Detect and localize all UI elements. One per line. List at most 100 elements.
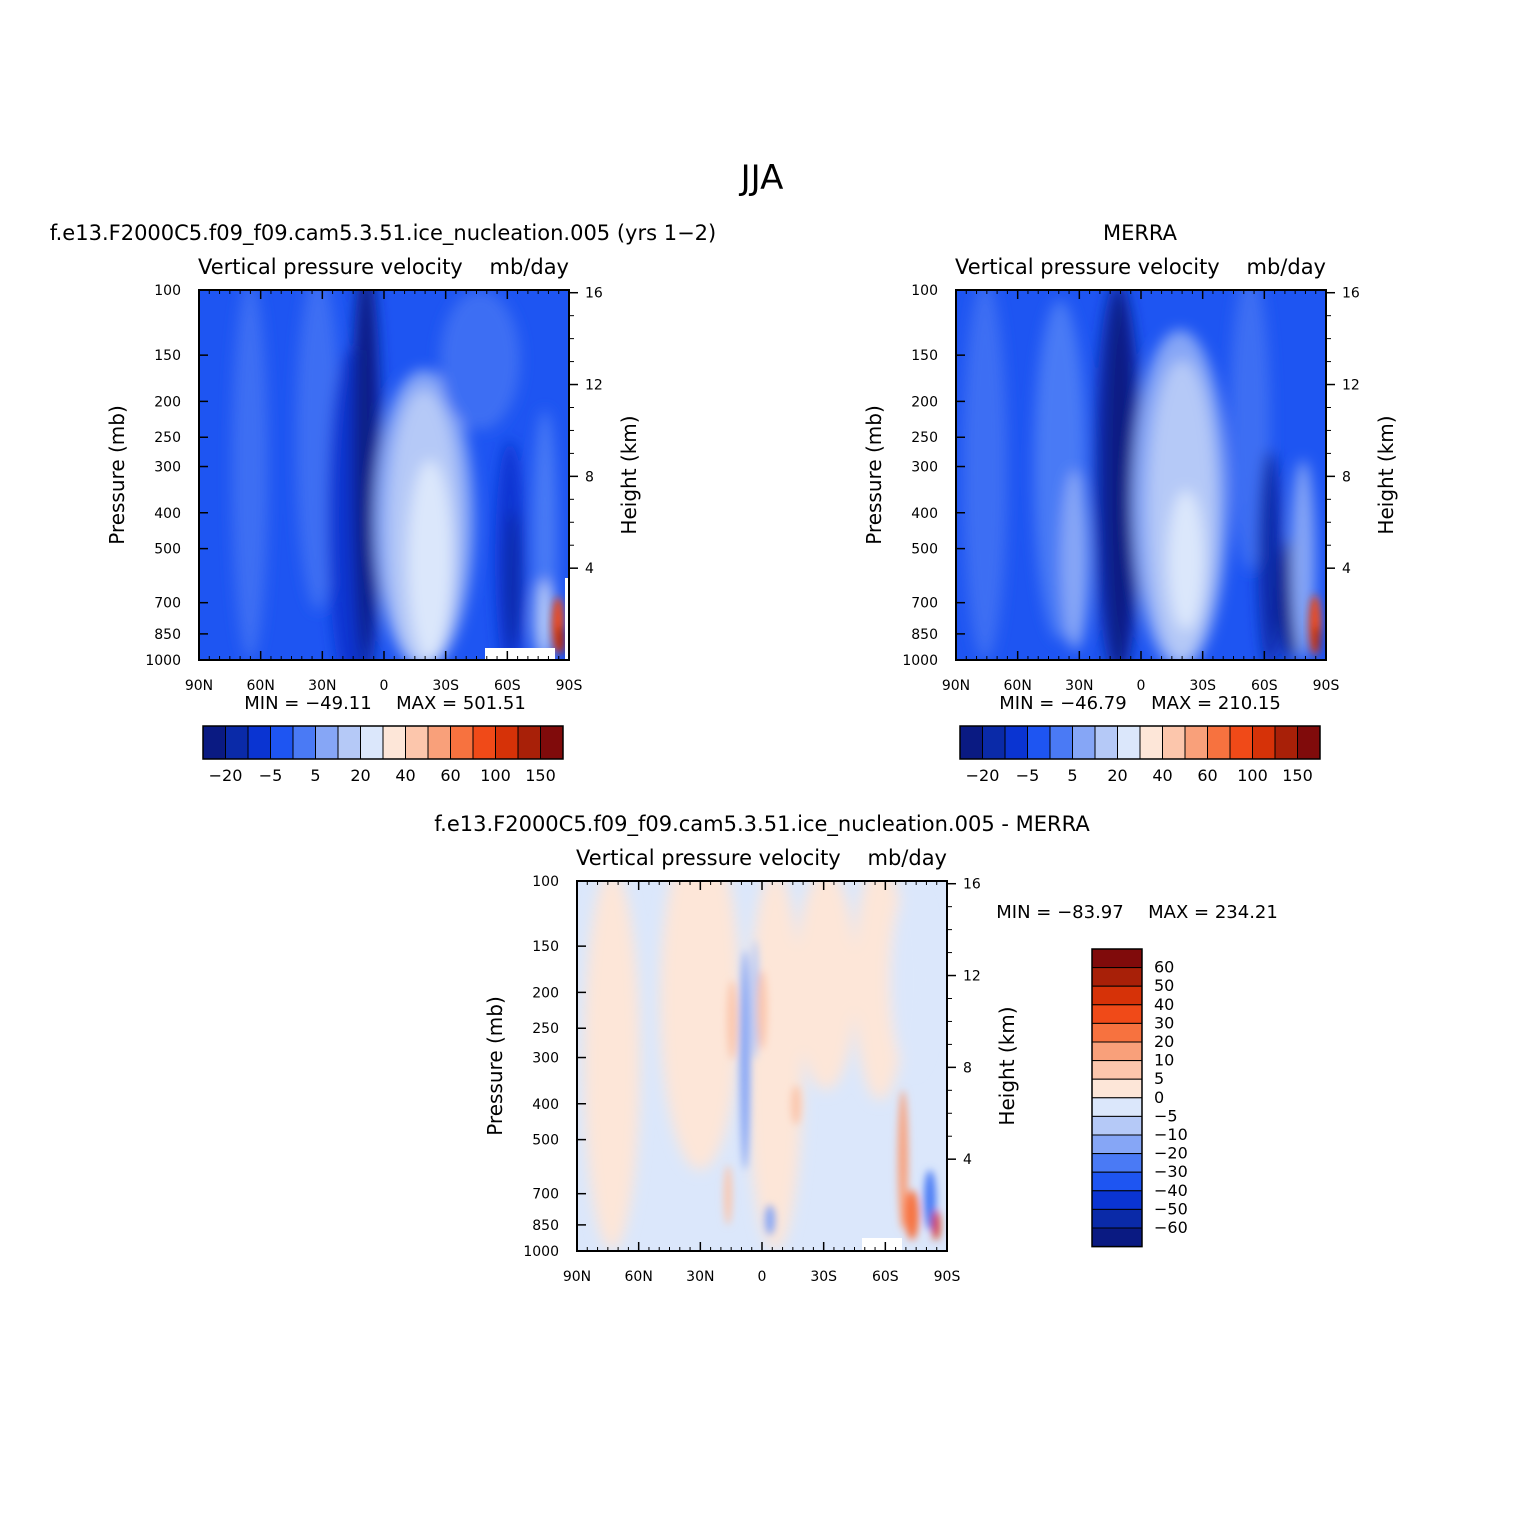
y-tick-label: 200 [532,985,559,1001]
colorbar-label: 20 [1154,1032,1174,1051]
colorbar-swatch [202,725,226,760]
colorbar-label: −5 [1016,766,1040,785]
x-tick-label: 0 [380,678,389,694]
colorbar-swatch [1297,725,1321,760]
field-missing-mask [485,648,555,660]
panel-merra-title: MERRA [1103,221,1178,245]
y-right-tick-label: 4 [1342,561,1351,577]
y-tick-label: 200 [154,394,181,410]
colorbar-swatch [1004,725,1028,760]
field-features [963,290,1315,660]
colorbar-swatch [1139,725,1163,760]
y-right-tick-label: 12 [1342,378,1360,394]
colorbar-swatch [1162,725,1186,760]
colorbar-swatch [1027,725,1051,760]
x-tick-label: 90S [556,678,583,694]
x-tick-label: 90N [563,1269,591,1285]
y-tick-label: 500 [154,542,181,558]
colorbar-swatch [405,725,429,760]
colorbar-label: −5 [259,766,283,785]
colorbar-swatch [1091,1041,1143,1062]
y-right-tick-label: 16 [1342,286,1360,302]
y-tick-label: 850 [911,627,938,643]
colorbar-swatch [1091,1171,1143,1192]
y-right-tick-label: 16 [585,286,603,302]
y-tick-label: 700 [911,596,938,612]
panel-diff-title: f.e13.F2000C5.f09_f09.cam5.3.51.ice_nucl… [434,812,1090,837]
panel-merra: MERRA Vertical pressure velocity mb/day [862,221,1398,785]
colorbar-label: 50 [1154,976,1174,995]
colorbar-label: −60 [1154,1218,1188,1237]
panel-diff-variable: Vertical pressure velocity [576,846,841,870]
colorbar-swatch [450,725,474,760]
colorbar-label: −30 [1154,1162,1188,1181]
colorbar-swatch [1252,725,1276,760]
colorbar-label: 60 [440,766,460,785]
colorbar-label: 20 [350,766,370,785]
y-tick-label: 100 [911,283,938,299]
colorbar-swatch [517,725,541,760]
y-tick-label: 850 [532,1218,559,1234]
panel-diff-max: MAX = 234.21 [1148,902,1278,923]
colorbar-label: 150 [1282,766,1313,785]
colorbar-swatch [1091,1060,1143,1080]
colorbar-swatch [1091,1227,1143,1248]
figure-title: JJA [739,158,784,198]
y-tick-label: 250 [154,430,181,446]
field-missing-mask [862,1238,902,1251]
y-tick-label: 250 [911,430,938,446]
panel-merra-variable: Vertical pressure velocity [955,255,1220,279]
panel-merra-colorbar: −20 −5 5 20 40 60 100 150 [959,725,1321,785]
y-axis-label: Pressure (mb) [483,996,507,1136]
colorbar-label: 60 [1154,958,1174,977]
y-tick-label: 1000 [523,1244,559,1260]
colorbar-label: 10 [1154,1051,1174,1070]
panel-diff-field [577,881,947,1251]
x-tick-label: 30N [1065,678,1093,694]
colorbar-frame [202,725,564,760]
panel-model-max: MAX = 501.51 [396,693,526,714]
colorbar-swatch [1091,1153,1143,1173]
x-tick-label: 30N [308,678,336,694]
colorbar-label: 5 [1067,766,1077,785]
x-tick-label: 60S [494,678,521,694]
colorbar-frame [1091,948,1143,1248]
colorbar-label: 20 [1107,766,1127,785]
x-tick-label: 0 [1137,678,1146,694]
colorbar-label: 30 [1154,1013,1174,1032]
colorbar-label: 150 [525,766,556,785]
x-tick-label: 60N [247,678,275,694]
y-tick-label: 300 [911,460,938,476]
y-axis-label: Pressure (mb) [862,405,886,545]
colorbar-swatch [1207,725,1231,760]
colorbar-swatch [1091,1004,1143,1024]
colorbar-swatch [1117,725,1141,760]
panel-merra-axes: 90N 60N 30N 0 30S 60S 90S 100 150 200 250 300 400 500… [862,283,1398,694]
y-tick-label: 700 [532,1187,559,1203]
field-surface-max [552,597,565,654]
x-tick-label: 90S [934,1269,961,1285]
y-tick-label: 500 [911,542,938,558]
colorbar-swatch [1049,725,1073,760]
colorbar-swatch [1091,948,1143,969]
colorbar-swatch [1091,1190,1143,1210]
x-tick-label: 90S [1313,678,1340,694]
colorbar-swatch [1091,967,1143,987]
colorbar-label: 40 [1152,766,1172,785]
y-right-axis-label: Height (km) [617,415,641,534]
colorbar-swatch [270,725,294,760]
y-tick-label: 300 [154,460,181,476]
x-tick-label: 30S [1189,678,1216,694]
y-tick-label: 400 [911,506,938,522]
colorbar-label: −50 [1154,1199,1188,1218]
field-features [584,881,930,1250]
colorbar-label: −10 [1154,1125,1188,1144]
panel-model-title: f.e13.F2000C5.f09_f09.cam5.3.51.ice_nucl… [50,221,716,246]
colorbar-label: 5 [1154,1069,1164,1088]
colorbar-label: 60 [1197,766,1217,785]
y-tick-label: 150 [911,348,938,364]
colorbar-swatch [959,725,983,760]
y-right-axis-label: Height (km) [995,1006,1019,1125]
x-tick-label: 60S [1251,678,1278,694]
field-features [232,290,557,660]
